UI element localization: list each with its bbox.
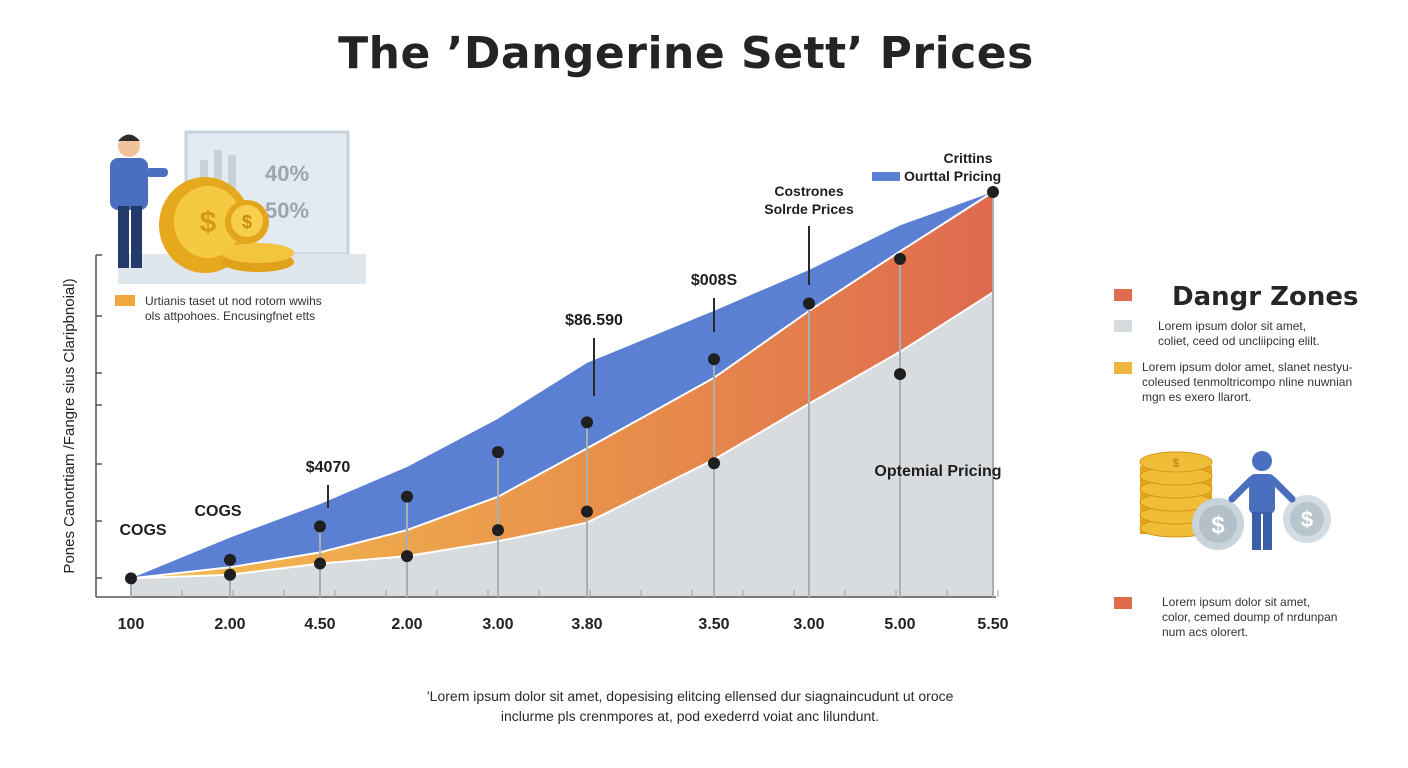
legend-swatch-3 — [1114, 597, 1132, 609]
x-tick-label-3: 2.00 — [391, 616, 422, 633]
x-tick-label-7: 3.00 — [793, 616, 824, 633]
svg-text:$: $ — [242, 212, 252, 232]
x-tick-label-1: 2.00 — [214, 616, 245, 633]
legend-swatch-2 — [1114, 362, 1132, 374]
board-percent-1: 40% — [265, 161, 309, 186]
data-point-low-6 — [708, 457, 720, 470]
svg-text:$: $ — [1173, 456, 1180, 470]
svg-text:$: $ — [200, 206, 217, 239]
legend-text-1: Lorem ipsum dolor sit amet, coliet, ceed… — [1158, 319, 1320, 348]
danger-zone-swatch — [1114, 289, 1132, 301]
left-note-line-1: Urtianis taset ut nod rotom wwihs — [145, 294, 322, 308]
area-series-2 — [131, 292, 993, 597]
data-point-top-8 — [894, 252, 906, 265]
x-tick-label-5: 3.80 — [571, 616, 602, 633]
annotation-4: $008S — [691, 272, 738, 289]
left-note-swatch — [115, 295, 135, 306]
left-note-line-2: ols attpohoes. Encusingfnet etts — [145, 309, 316, 323]
annotation-5-line-0: Costrones — [774, 183, 843, 199]
annotation-7: Optemial Pricing — [874, 463, 1001, 480]
data-point-top-0 — [125, 572, 137, 585]
legend-text-3: Lorem ipsum dolor sit amet, color, cemed… — [1162, 595, 1338, 639]
data-point-top-2 — [314, 520, 326, 533]
x-tick-label-8: 5.00 — [884, 616, 915, 633]
data-point-low-1 — [224, 568, 236, 581]
data-point-top-5 — [581, 416, 593, 429]
x-tick-label-4: 3.00 — [482, 616, 513, 633]
annotation-1: COGS — [194, 503, 241, 520]
data-point-low-2 — [314, 557, 326, 570]
legend-text-2: Lorem ipsum dolor amet, slanet nestyu- c… — [1142, 360, 1353, 404]
data-point-top-1 — [224, 553, 236, 566]
series-boundary-0 — [130, 191, 994, 580]
annotation-2: $4070 — [306, 459, 351, 476]
legend-label-chart-0: Ourttal Pricing — [904, 168, 1001, 184]
data-point-top-9 — [987, 186, 999, 198]
footnote-line-1: ’Lorem ipsum dolor sit amet, dopesising … — [426, 688, 954, 704]
annotation-6: Crittins — [944, 150, 993, 166]
annotation-0: COGS — [119, 522, 166, 539]
presenter-illustration: 40% 50% $ $ — [110, 130, 366, 284]
legend-swatch-1 — [1114, 320, 1132, 332]
data-point-top-3 — [401, 490, 413, 503]
data-point-low-8 — [894, 368, 906, 381]
data-point-top-6 — [708, 353, 720, 366]
x-tick-label-0: 100 — [118, 616, 145, 633]
series-boundary-1 — [130, 291, 994, 580]
svg-text:$: $ — [1301, 507, 1313, 532]
legend-swatch-chart-0 — [872, 172, 900, 181]
chart-title: The ’Dangerine Sett’ Prices — [338, 28, 1034, 79]
left-note: Urtianis taset ut nod rotom wwihs ols at… — [145, 294, 385, 324]
y-axis-label: Pones Canotrtiam /Fangre sius Claripbnoi… — [61, 278, 78, 573]
annotation-5-line-1: Solrde Prices — [764, 201, 854, 217]
data-point-low-4 — [492, 524, 504, 537]
coins-illustration: $ $ $ — [1139, 451, 1331, 550]
data-point-low-5 — [581, 505, 593, 518]
legend-title: Dangr Zones — [1172, 282, 1359, 312]
data-point-low-3 — [401, 550, 413, 563]
x-tick-label-6: 3.50 — [698, 616, 729, 633]
svg-text:$: $ — [1211, 512, 1225, 539]
board-percent-2: 50% — [265, 198, 309, 223]
data-point-top-4 — [492, 446, 504, 459]
x-tick-label-9: 5.50 — [977, 616, 1008, 633]
x-tick-label-2: 4.50 — [304, 616, 335, 633]
annotation-3: $86.590 — [565, 312, 623, 329]
footnote: ’Lorem ipsum dolor sit amet, dopesising … — [360, 686, 1020, 726]
data-point-top-7 — [803, 297, 815, 310]
footnote-line-2: inclurme pls crenmpores at, pod exederrd… — [500, 708, 880, 724]
